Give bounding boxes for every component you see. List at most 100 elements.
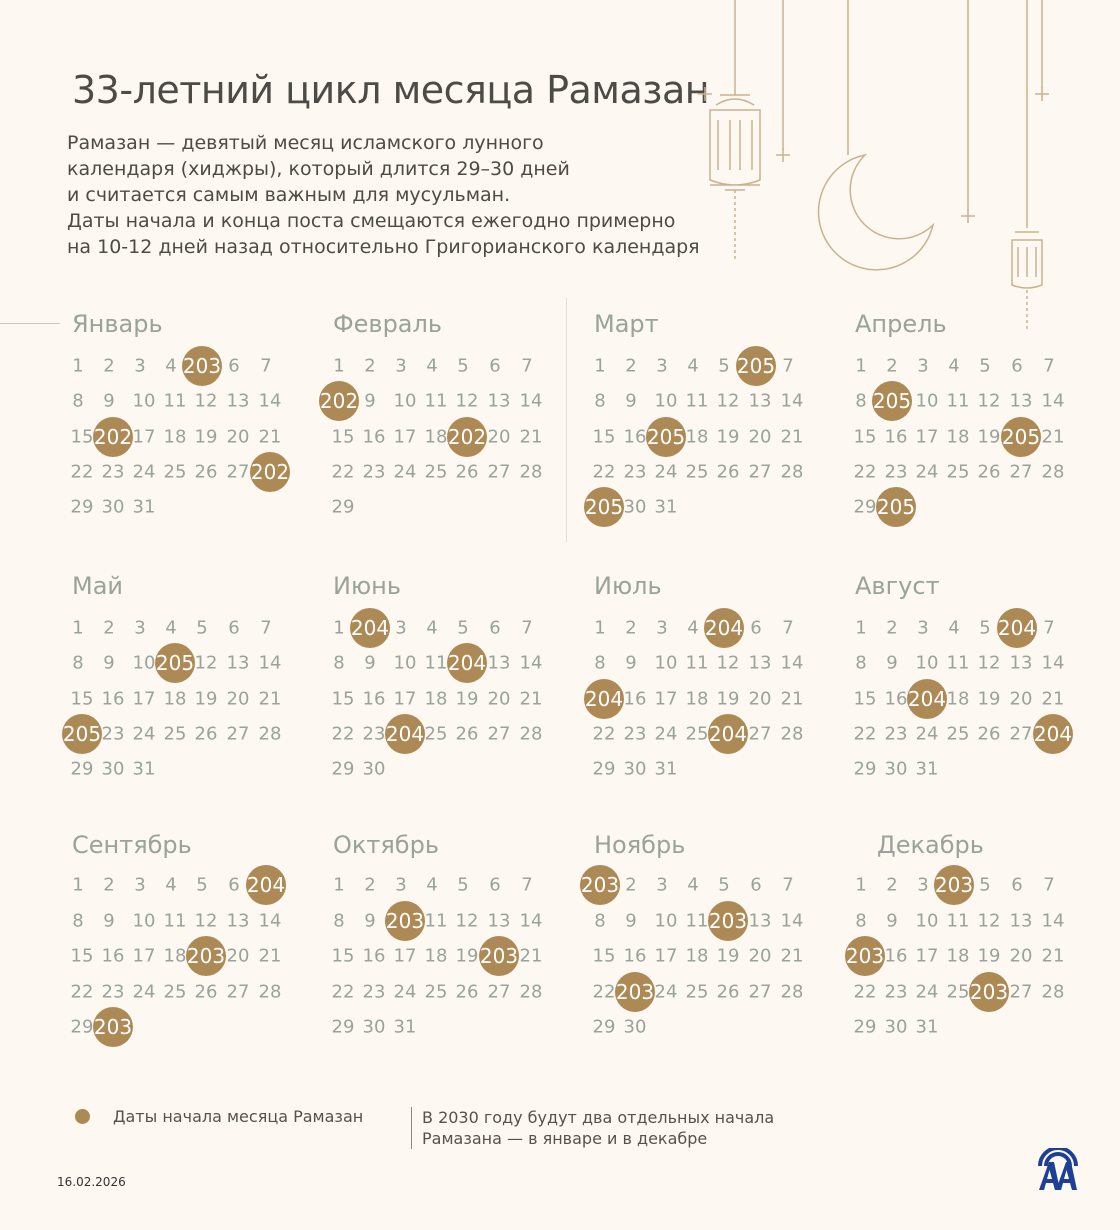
day-number: 22: [853, 723, 877, 745]
day-number: 23: [362, 723, 386, 745]
day-number: 5: [979, 874, 991, 896]
ramadan-start-marker: 202: [447, 416, 487, 457]
day-number: 9: [625, 652, 637, 674]
day-number: 7: [782, 617, 794, 639]
day-number: 22: [331, 723, 355, 745]
day-number: 5: [979, 617, 991, 639]
day-number: 21: [1041, 426, 1065, 448]
day-number: 5: [457, 617, 469, 639]
day-number: 3: [656, 355, 668, 377]
day-number: 6: [750, 617, 762, 639]
day-number: 29: [331, 1016, 355, 1038]
day-number: 11: [163, 910, 187, 931]
month-name: Январь: [72, 310, 163, 338]
day-number: 5: [718, 874, 730, 896]
ramadan-start-marker: 204: [246, 865, 286, 905]
ramadan-start-marker: 203: [186, 936, 226, 976]
day-number: 27: [487, 723, 511, 745]
day-number: 29: [592, 758, 616, 780]
day-number: 28: [519, 981, 543, 1002]
note-divider: [411, 1107, 412, 1149]
day-number: 12: [194, 910, 218, 931]
day-number: 30: [623, 1016, 647, 1038]
day-number: 3: [134, 617, 146, 639]
day-number: 13: [1009, 390, 1033, 412]
day-number: 15: [331, 426, 355, 448]
day-number: 7: [1043, 355, 1055, 377]
day-number: 13: [1009, 652, 1033, 674]
day-number: 13: [1009, 910, 1033, 931]
day-number: 17: [915, 426, 939, 448]
day-number: 27: [748, 461, 772, 483]
day-number: 26: [977, 461, 1001, 483]
day-number: 13: [748, 652, 772, 674]
ramadan-start-marker: 205: [62, 713, 102, 754]
day-number: 2: [103, 617, 115, 639]
day-number: 26: [977, 723, 1001, 745]
day-number: 16: [884, 426, 908, 448]
month-name: Май: [72, 572, 124, 600]
day-number: 20: [748, 688, 772, 710]
day-number: 27: [748, 981, 772, 1002]
day-number: 7: [1043, 874, 1055, 896]
day-number: 25: [424, 981, 448, 1002]
day-number: 12: [455, 390, 479, 412]
day-number: 27: [1009, 461, 1033, 483]
day-number: 26: [194, 981, 218, 1002]
day-number: 24: [915, 981, 939, 1002]
day-number: 15: [70, 426, 94, 448]
day-number: 16: [623, 945, 647, 967]
day-number: 17: [132, 688, 156, 710]
day-number: 24: [654, 723, 678, 745]
day-number: 9: [103, 652, 115, 674]
ramadan-start-marker: 202: [93, 416, 133, 457]
day-number: 3: [134, 355, 146, 377]
day-number: 30: [623, 758, 647, 780]
day-number: 24: [654, 981, 678, 1002]
day-number: 9: [103, 910, 115, 931]
day-number: 7: [521, 355, 533, 377]
ramadan-start-marker: 203: [934, 865, 974, 905]
day-number: 14: [1041, 390, 1065, 412]
day-number: 12: [455, 910, 479, 931]
day-number: 27: [487, 461, 511, 483]
day-number: 15: [592, 945, 616, 967]
day-number: 1: [855, 617, 867, 639]
day-number: 18: [163, 688, 187, 710]
day-number: 7: [521, 617, 533, 639]
day-number: 23: [362, 981, 386, 1002]
day-number: 3: [917, 617, 929, 639]
day-number: 22: [853, 981, 877, 1002]
day-number: 7: [782, 355, 794, 377]
day-number: 19: [716, 945, 740, 967]
day-number: 19: [716, 688, 740, 710]
day-number: 8: [333, 910, 345, 931]
day-number: 11: [946, 910, 970, 931]
day-number: 23: [101, 461, 125, 483]
day-number: 13: [226, 390, 250, 412]
ramadan-start-marker: 205: [736, 346, 776, 386]
legend-marker-icon: [75, 1109, 90, 1124]
day-number: 1: [333, 617, 345, 639]
day-number: 15: [853, 426, 877, 448]
day-number: 31: [132, 496, 156, 518]
day-number: 14: [1041, 910, 1065, 931]
day-number: 24: [393, 461, 417, 483]
day-number: 14: [258, 390, 282, 412]
day-number: 10: [654, 910, 678, 931]
day-number: 8: [855, 910, 867, 931]
day-number: 15: [70, 688, 94, 710]
month-name: Февраль: [333, 310, 442, 338]
day-number: 14: [1041, 652, 1065, 674]
day-number: 7: [260, 617, 272, 639]
day-number: 13: [748, 910, 772, 931]
ramadan-start-marker: 203: [385, 900, 425, 941]
day-number: 19: [977, 426, 1001, 448]
day-number: 19: [194, 426, 218, 448]
day-number: 21: [780, 426, 804, 448]
day-number: 16: [623, 426, 647, 448]
day-number: 21: [780, 945, 804, 967]
day-number: 10: [915, 910, 939, 931]
day-number: 4: [687, 355, 699, 377]
day-number: 3: [395, 355, 407, 377]
